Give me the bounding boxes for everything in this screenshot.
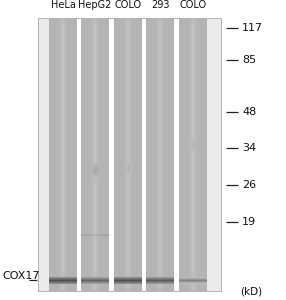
Text: 19: 19	[242, 217, 256, 227]
Text: COLO: COLO	[114, 0, 142, 10]
Text: 26: 26	[242, 180, 256, 190]
Text: COX17: COX17	[2, 271, 39, 281]
Text: COLO: COLO	[179, 0, 206, 10]
Text: 85: 85	[242, 55, 256, 65]
Text: 117: 117	[242, 23, 263, 33]
Text: 293: 293	[151, 0, 169, 10]
Text: HeLa: HeLa	[51, 0, 76, 10]
Text: (kD): (kD)	[240, 287, 262, 297]
Text: 34: 34	[242, 143, 256, 153]
Text: 48: 48	[242, 107, 256, 117]
Text: HepG2: HepG2	[78, 0, 112, 10]
